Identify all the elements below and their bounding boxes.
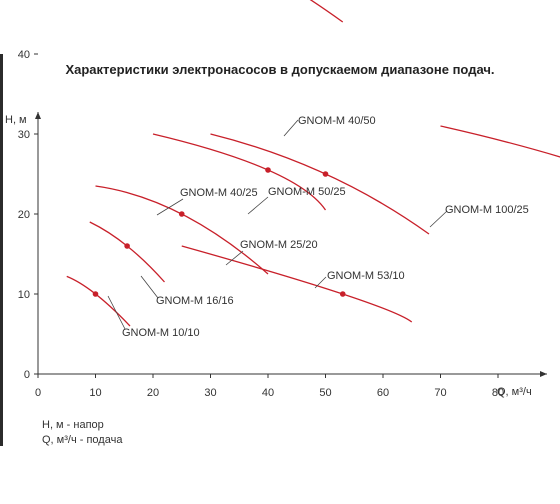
series-label: GNOM-M 53/10	[327, 270, 405, 282]
rated-point	[124, 243, 130, 249]
series-leader-line	[107, 295, 126, 330]
axes: 0102030405060708010012001020304050H, мQ,…	[5, 49, 547, 399]
series-label: GNOM-M 25/20	[240, 239, 318, 251]
series-leader-line	[247, 196, 269, 215]
rated-point	[178, 211, 185, 217]
series-label: GNOM-M 10/10	[122, 327, 200, 339]
y-tick-label: 10	[18, 289, 30, 301]
rated-point	[265, 167, 271, 173]
series-leader-line	[140, 275, 159, 299]
pump-curve	[95, 185, 269, 275]
x-axis-arrow	[540, 371, 547, 377]
pump-curve	[181, 245, 413, 323]
rated-point	[339, 291, 346, 297]
x-axis-label: Q, м³/ч	[497, 386, 532, 398]
series-label: GNOM-M 16/16	[156, 295, 234, 307]
y-tick-label: 20	[18, 209, 30, 221]
x-tick-label: 10	[89, 387, 101, 399]
series-label: GNOM-M 50/25	[268, 186, 346, 198]
y-tick-label: 0	[24, 369, 30, 381]
series-label: GNOM-M 100/25	[445, 204, 529, 216]
series-leader-line	[225, 250, 244, 266]
legend-line-head: H, м - напор	[42, 419, 104, 431]
chart-title: Характеристики электронасосов в допускае…	[65, 62, 495, 77]
y-axis-arrow	[35, 112, 41, 119]
series-labels: GNOM-M 10/10 GNOM-M 16/16 GNOM-M 25/20 GNOM…	[107, 115, 529, 339]
legend-line-flow: Q, м³/ч - подача	[42, 434, 123, 446]
x-tick-label: 60	[377, 387, 389, 399]
x-tick-label: 80	[492, 387, 504, 399]
y-tick-label: 30	[18, 129, 30, 141]
x-tick-label: 40	[262, 387, 274, 399]
legend: H, м - напор Q, м³/ч - подача	[42, 418, 122, 448]
x-tick-label: 30	[204, 387, 216, 399]
x-tick-label: 70	[434, 387, 446, 399]
series-leader-line	[429, 210, 448, 228]
series-label: GNOM-M 40/50	[298, 115, 376, 127]
y-axis-label: H, м	[5, 114, 27, 126]
pump-curve	[440, 125, 560, 158]
page-edge-bar	[0, 54, 3, 446]
x-tick-label: 20	[147, 387, 159, 399]
rated-point	[322, 171, 329, 177]
x-tick-label: 50	[319, 387, 331, 399]
x-tick-label: 0	[35, 387, 41, 399]
pump-curve	[210, 133, 430, 235]
series-label: GNOM-M 40/25	[180, 187, 258, 199]
pump-curve	[89, 221, 165, 283]
series-leader-line	[156, 198, 184, 216]
series-leader-line	[283, 119, 299, 137]
rated-point	[92, 291, 99, 297]
pump-curve	[309, 0, 344, 23]
pump-curve	[66, 275, 131, 327]
y-tick-label: 40	[18, 49, 30, 61]
series-leader-line	[314, 276, 327, 289]
pump-curves	[66, 0, 560, 327]
